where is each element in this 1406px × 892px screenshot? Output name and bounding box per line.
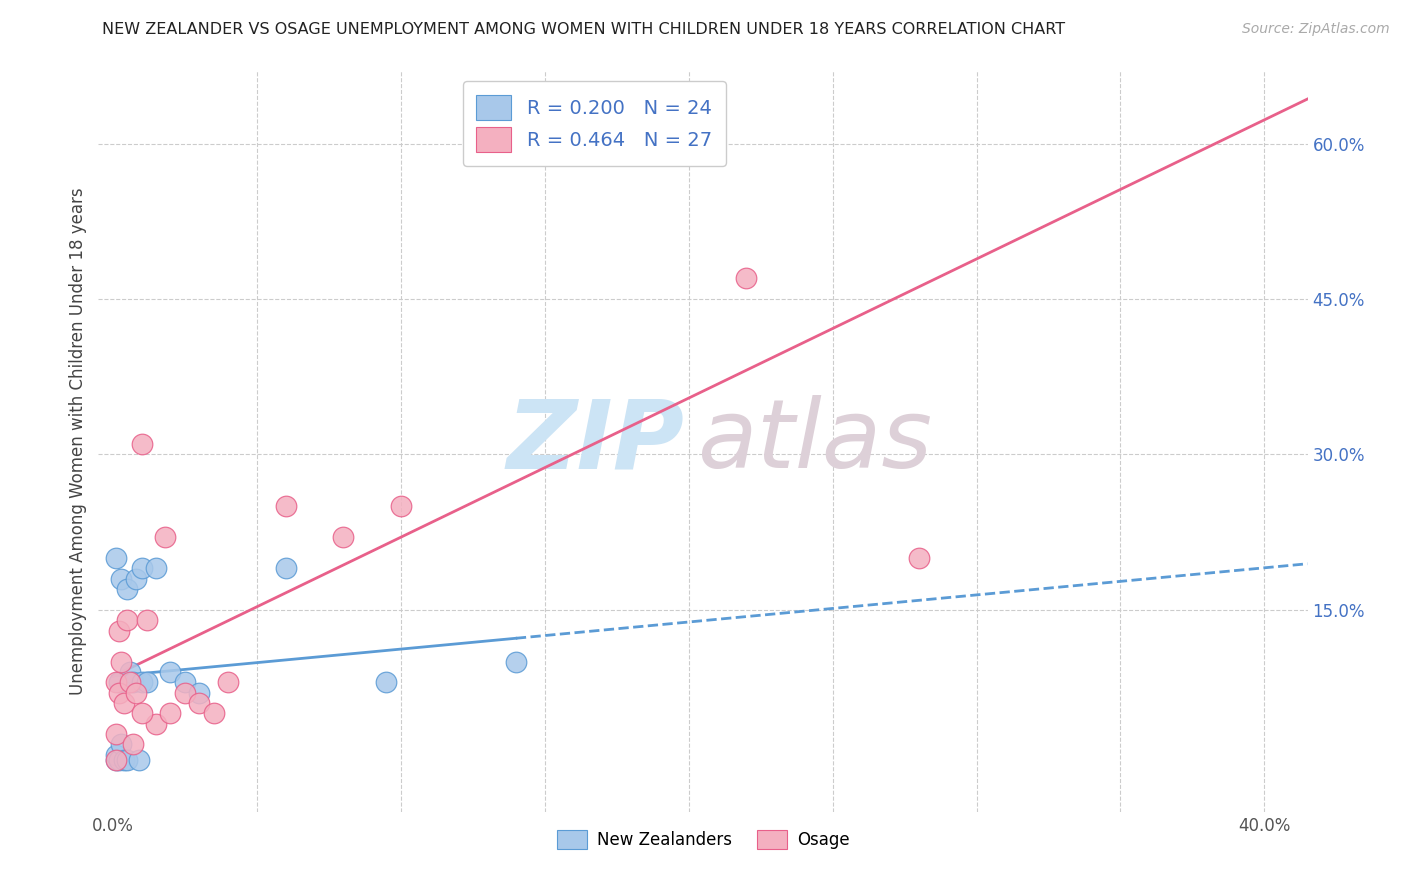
Point xyxy=(131,706,153,721)
Point xyxy=(136,613,159,627)
Point xyxy=(125,572,148,586)
Point xyxy=(332,530,354,544)
Point xyxy=(562,116,585,130)
Point xyxy=(131,561,153,575)
Point xyxy=(128,753,150,767)
Point xyxy=(107,675,129,690)
Text: NEW ZEALANDER VS OSAGE UNEMPLOYMENT AMONG WOMEN WITH CHILDREN UNDER 18 YEARS COR: NEW ZEALANDER VS OSAGE UNEMPLOYMENT AMON… xyxy=(101,22,1066,37)
Point xyxy=(145,561,167,575)
Point xyxy=(735,271,758,285)
Point xyxy=(104,753,127,767)
Point xyxy=(274,561,297,575)
Point xyxy=(104,747,127,762)
Point xyxy=(115,613,138,627)
Point xyxy=(217,675,239,690)
Point xyxy=(274,500,297,514)
Point xyxy=(131,675,153,690)
Text: Source: ZipAtlas.com: Source: ZipAtlas.com xyxy=(1241,22,1389,37)
Text: ZIP: ZIP xyxy=(508,395,685,488)
Point xyxy=(115,582,138,596)
Point xyxy=(104,551,127,566)
Point xyxy=(505,655,527,669)
Point xyxy=(145,716,167,731)
Point xyxy=(104,753,127,767)
Point xyxy=(110,572,132,586)
Point xyxy=(153,530,176,544)
Point xyxy=(112,753,135,767)
Point xyxy=(202,706,225,721)
Point xyxy=(107,624,129,638)
Point xyxy=(104,675,127,690)
Point xyxy=(159,706,181,721)
Point xyxy=(188,696,211,710)
Point xyxy=(389,500,412,514)
Point xyxy=(104,727,127,741)
Point xyxy=(110,738,132,752)
Legend: New Zealanders, Osage: New Zealanders, Osage xyxy=(547,820,859,859)
Point xyxy=(110,655,132,669)
Point xyxy=(125,686,148,700)
Point xyxy=(122,675,145,690)
Point xyxy=(131,437,153,451)
Point xyxy=(122,738,145,752)
Point xyxy=(908,551,931,566)
Y-axis label: Unemployment Among Women with Children Under 18 years: Unemployment Among Women with Children U… xyxy=(69,187,87,696)
Point xyxy=(107,753,129,767)
Point xyxy=(120,665,142,679)
Point xyxy=(159,665,181,679)
Point xyxy=(115,753,138,767)
Point xyxy=(173,675,195,690)
Point xyxy=(173,686,195,700)
Point xyxy=(375,675,398,690)
Point xyxy=(120,675,142,690)
Point xyxy=(136,675,159,690)
Point xyxy=(112,696,135,710)
Point xyxy=(107,686,129,700)
Point xyxy=(188,686,211,700)
Text: atlas: atlas xyxy=(697,395,932,488)
